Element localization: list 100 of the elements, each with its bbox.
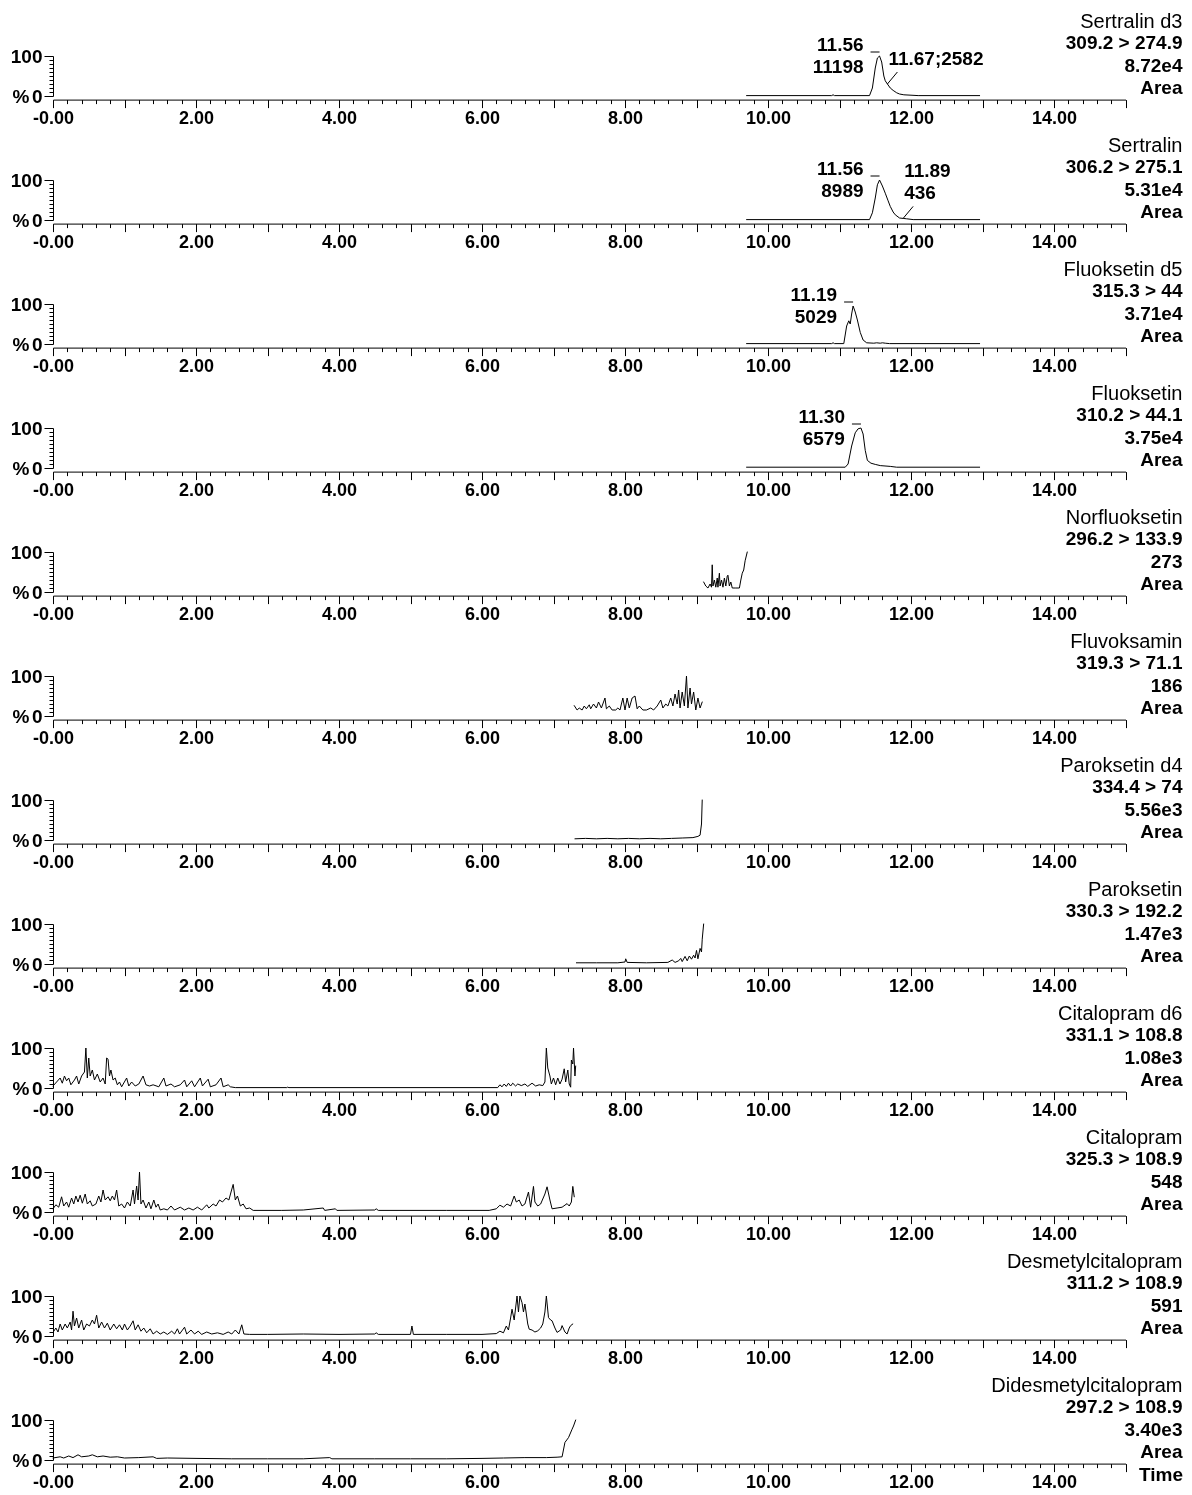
- x-tick-label: 4.00: [321, 1100, 358, 1121]
- y-tick-label: 0: [31, 705, 43, 727]
- x-tick-label: 2.00: [178, 1348, 215, 1369]
- x-axis-title: Time: [1138, 1464, 1183, 1486]
- chart-title: Norfluoksetin: [1065, 506, 1183, 528]
- x-tick-label: 4.00: [321, 1472, 358, 1493]
- chart-title: Sertralin: [1108, 134, 1183, 156]
- y-tick-label: 0: [31, 209, 43, 231]
- text: Area: [1140, 200, 1183, 222]
- chart-title: Fluoksetin: [1091, 382, 1183, 404]
- chart-subtitle: 310.2 > 44.1: [1076, 404, 1183, 425]
- x-tick-label: -0.00: [32, 1348, 75, 1369]
- y-tick-label: 100: [10, 789, 43, 811]
- x-tick-label: 2.00: [178, 1100, 215, 1121]
- x-tick-label: 8.00: [607, 604, 644, 625]
- x-tick-label: 12.00: [888, 108, 935, 129]
- x-tick-label: 10.00: [745, 480, 792, 501]
- x-tick-label: 8.00: [607, 108, 644, 129]
- annotation: 8.72e4: [1124, 54, 1183, 76]
- text: Area: [1140, 324, 1183, 346]
- x-tick-label: 2.00: [178, 976, 215, 997]
- x-tick-label: 10.00: [745, 356, 792, 377]
- x-tick-label: 12.00: [888, 1472, 935, 1493]
- chart-subtitle: 296.2 > 133.9: [1065, 528, 1183, 549]
- y-axis-title: %: [12, 457, 30, 479]
- x-tick-label: 8.00: [607, 480, 644, 501]
- x-tick-label: 12.00: [888, 1348, 935, 1369]
- text: 548: [1150, 1170, 1183, 1192]
- chart-subtitle: 309.2 > 274.9: [1065, 32, 1183, 53]
- x-tick-label: 6.00: [464, 232, 501, 253]
- x-tick-label: 8.00: [607, 232, 644, 253]
- y-tick-label: 0: [31, 1325, 43, 1347]
- x-tick-label: 8.00: [607, 1472, 644, 1493]
- text: Area: [1140, 1068, 1183, 1090]
- x-tick-label: 12.00: [888, 1100, 935, 1121]
- x-tick-label: 2.00: [178, 108, 215, 129]
- annotation: 11.67;2582: [888, 48, 984, 69]
- chart-title: Fluvoksamin: [1070, 630, 1183, 652]
- x-tick-label: 14.00: [1031, 356, 1078, 377]
- chart-title: Paroksetin d4: [1060, 754, 1183, 776]
- x-tick-label: 10.00: [745, 1100, 792, 1121]
- x-tick-label: 6.00: [464, 728, 501, 749]
- annotation: 3.75e4: [1124, 426, 1183, 448]
- x-tick-label: 12.00: [888, 1224, 935, 1245]
- x-tick-label: 4.00: [321, 1348, 358, 1369]
- x-tick-label: 8.00: [607, 1224, 644, 1245]
- x-tick-label: -0.00: [32, 728, 75, 749]
- x-tick-label: 2.00: [178, 232, 215, 253]
- chart-title: Paroksetin: [1088, 878, 1183, 900]
- text: 273: [1150, 550, 1183, 572]
- y-axis-title: %: [12, 85, 30, 107]
- y-tick-label: 0: [31, 829, 43, 851]
- x-tick-label: 4.00: [321, 232, 358, 253]
- x-tick-label: 8.00: [607, 356, 644, 377]
- x-tick-label: 12.00: [888, 976, 935, 997]
- x-tick-label: 14.00: [1031, 1224, 1078, 1245]
- text: Area: [1140, 944, 1183, 966]
- chart-subtitle: 311.2 > 108.9: [1066, 1272, 1183, 1293]
- x-tick-label: 10.00: [745, 852, 792, 873]
- x-tick-label: -0.00: [32, 232, 75, 253]
- chart-subtitle: 297.2 > 108.9: [1065, 1396, 1183, 1417]
- annotation: 1.08e3: [1124, 1046, 1183, 1068]
- x-tick-label: 8.00: [607, 728, 644, 749]
- x-tick-label: 6.00: [464, 1224, 501, 1245]
- x-tick-label: 14.00: [1031, 232, 1078, 253]
- y-tick-label: 100: [10, 169, 43, 191]
- y-tick-label: 100: [10, 665, 43, 687]
- x-tick-label: 12.00: [888, 604, 935, 625]
- text: 591: [1150, 1294, 1183, 1316]
- annotation: 5.56e3: [1124, 798, 1183, 820]
- x-tick-label: 4.00: [321, 1224, 358, 1245]
- chart-subtitle: 330.3 > 192.2: [1065, 900, 1183, 921]
- annotation: 3.40e3: [1124, 1418, 1183, 1440]
- y-axis-title: %: [12, 581, 30, 603]
- x-tick-label: 10.00: [745, 728, 792, 749]
- x-tick-label: 6.00: [464, 852, 501, 873]
- x-tick-label: 12.00: [888, 232, 935, 253]
- x-tick-label: 10.00: [745, 976, 792, 997]
- chart-subtitle: 319.3 > 71.1: [1076, 652, 1183, 673]
- y-tick-label: 0: [31, 581, 43, 603]
- chart-title: Sertralin d3: [1080, 10, 1183, 32]
- x-tick-label: 14.00: [1031, 1348, 1078, 1369]
- x-tick-label: 6.00: [464, 1472, 501, 1493]
- chart-subtitle: 325.3 > 108.9: [1065, 1148, 1183, 1169]
- x-tick-label: -0.00: [32, 604, 75, 625]
- x-tick-label: 6.00: [464, 1348, 501, 1369]
- x-tick-label: 4.00: [321, 480, 358, 501]
- y-axis-title: %: [12, 1077, 30, 1099]
- x-tick-label: -0.00: [32, 976, 75, 997]
- y-axis-title: %: [12, 1449, 30, 1471]
- y-tick-label: 0: [31, 85, 43, 107]
- y-tick-label: 100: [10, 1037, 43, 1059]
- x-tick-label: 6.00: [464, 604, 501, 625]
- annotation: 3.71e4: [1124, 302, 1183, 324]
- y-tick-label: 100: [10, 45, 43, 67]
- annotation: 11.56 11198: [812, 34, 864, 77]
- x-tick-label: 4.00: [321, 976, 358, 997]
- x-tick-label: 14.00: [1031, 728, 1078, 749]
- x-tick-label: -0.00: [32, 108, 75, 129]
- y-tick-label: 0: [31, 1201, 43, 1223]
